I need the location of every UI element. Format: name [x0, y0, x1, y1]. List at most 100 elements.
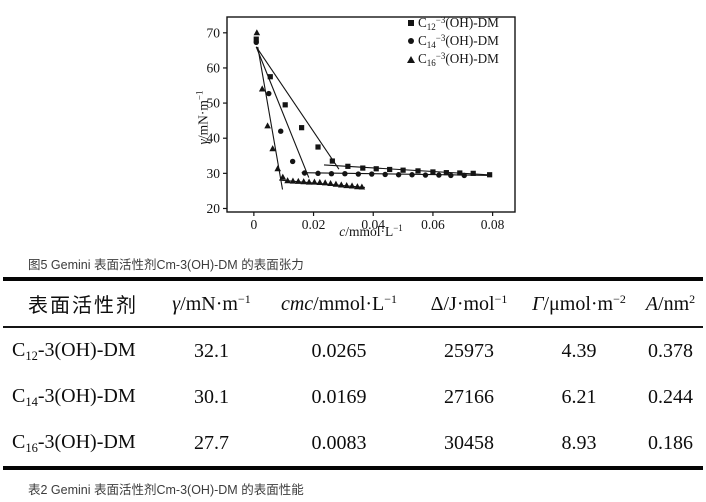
header-row: 表面活性剂 γ/mN·m−1 cmc/mmol·L−1 Δ/J·mol−1 Γ/… [3, 279, 703, 328]
chart-legend: C12−3(OH)-DM C14−3(OH)-DM C16−3(OH)-DM [404, 14, 499, 68]
triangle-point [332, 180, 340, 187]
triangle-point [321, 179, 329, 186]
square-point [457, 170, 463, 176]
col-header-surfactant: 表面活性剂 [3, 279, 163, 328]
square-point [415, 168, 421, 174]
legend-item: C16−3(OH)-DM [404, 50, 499, 68]
square-point [360, 165, 366, 171]
square-point [487, 172, 493, 178]
surface-tension-chart: 0 0.02 0.04 0.06 0.08 20 30 40 50 60 70 [207, 16, 516, 232]
square-point [430, 169, 436, 175]
col-header-delta: Δ/J·mol−1 [418, 279, 520, 328]
triangle-point [316, 178, 324, 185]
table-caption: 表2 Gemini 表面活性剂Cm-3(OH)-DM 的表面性能 [28, 483, 304, 497]
circle-point [461, 172, 467, 179]
value-cell: 27.7 [194, 431, 229, 454]
circle-point [355, 171, 362, 177]
value-cell: 25973 [444, 339, 494, 362]
square-point [315, 144, 321, 150]
y-tick-label: 70 [207, 25, 221, 40]
table-row: C16-3(OH)-DM 27.7 0.0083 30458 8.93 0.186 [3, 420, 703, 468]
y-tick-label: 20 [207, 201, 221, 216]
triangle-point [274, 165, 282, 172]
triangle-point [279, 173, 287, 180]
circle-point [301, 170, 308, 176]
square-point [329, 158, 335, 164]
col-header-gamma: γ/mN·m−1 [163, 279, 260, 328]
square-point [253, 36, 259, 42]
y-tick-label: 60 [207, 60, 221, 75]
square-point [282, 102, 288, 108]
value-cell: 0.244 [648, 385, 693, 408]
x-tick-label: 0.02 [302, 217, 326, 232]
triangle-point [354, 183, 361, 190]
triangle-point [264, 122, 271, 129]
legend-label: C12−3(OH)-DM [418, 14, 499, 32]
surfactant-name: C12-3(OH)-DM [12, 338, 136, 363]
y-tick-label: 30 [207, 166, 221, 181]
col-header-cmc: cmc/mmol·L−1 [260, 279, 418, 328]
table-header: 表面活性剂 γ/mN·m−1 cmc/mmol·L−1 Δ/J·mol−1 Γ/… [3, 279, 703, 328]
square-point [373, 166, 379, 172]
triangle-point [338, 181, 345, 188]
triangle-point [289, 177, 297, 184]
triangle-point [305, 178, 313, 185]
triangle-point [258, 85, 266, 92]
circle-point [395, 172, 402, 178]
value-cell: 0.186 [648, 431, 693, 454]
triangle-marker-icon [404, 55, 418, 63]
triangle-point [284, 177, 291, 184]
circle-point [266, 90, 272, 97]
value-cell: 0.0265 [311, 339, 367, 362]
square-point [387, 166, 393, 173]
value-cell: 8.93 [561, 431, 597, 454]
circle-point [369, 171, 375, 177]
y-tick-label: 50 [207, 96, 221, 111]
circle-marker-icon [408, 38, 414, 44]
x-axis-label: c/mmol·L−1 [339, 223, 403, 239]
square-marker-icon [408, 20, 414, 26]
x-tick-label: 0.08 [481, 217, 505, 232]
surfactant-name: C14-3(OH)-DM [12, 384, 136, 409]
triangle-point [300, 178, 308, 185]
square-point [470, 170, 476, 176]
square-point [400, 167, 406, 173]
col-header-area: A/nm2 [638, 279, 703, 328]
fit-line-triangle [257, 46, 284, 190]
square-point [443, 170, 449, 176]
fit-line-square [255, 46, 340, 170]
surface-properties-table: 表面活性剂 γ/mN·m−1 cmc/mmol·L−1 Δ/J·mol−1 Γ/… [3, 277, 703, 470]
triangle-point [295, 177, 302, 184]
circle-point [448, 172, 454, 179]
plot-box [226, 16, 516, 213]
triangle-point [327, 179, 334, 187]
value-cell: 32.1 [194, 339, 229, 362]
circle-point [315, 170, 321, 177]
square-point [299, 125, 305, 131]
circle-point [253, 39, 259, 45]
triangle-point [348, 182, 356, 189]
surface-tension-figure: 0 0.02 0.04 0.06 0.08 20 30 40 50 60 70 γ/mN·m−1 c… [185, 5, 525, 248]
triangle-point [358, 183, 366, 190]
surfactant-name: C16-3(OH)-DM [12, 430, 136, 455]
circle-point [328, 171, 335, 177]
table-row: C12-3(OH)-DM 32.1 0.0265 25973 4.39 0.378 [3, 327, 703, 374]
square-point [345, 163, 351, 169]
table-body: C12-3(OH)-DM 32.1 0.0265 25973 4.39 0.378 C14-… [3, 327, 703, 468]
triangle-point [253, 29, 261, 36]
value-cell: 4.39 [561, 339, 597, 362]
value-cell: 30458 [444, 431, 494, 454]
triangle-point [343, 182, 350, 189]
square-marker-icon [404, 20, 418, 26]
value-cell: 0.378 [648, 339, 693, 362]
value-cell: 6.21 [561, 385, 597, 408]
legend-label: C16−3(OH)-DM [418, 50, 499, 68]
square-point [267, 74, 273, 80]
circle-point [278, 128, 284, 134]
value-cell: 30.1 [194, 385, 229, 408]
circle-point [342, 171, 348, 177]
value-cell: 0.0169 [311, 385, 367, 408]
circle-point [436, 172, 442, 178]
x-tick-label: 0 [250, 217, 257, 232]
